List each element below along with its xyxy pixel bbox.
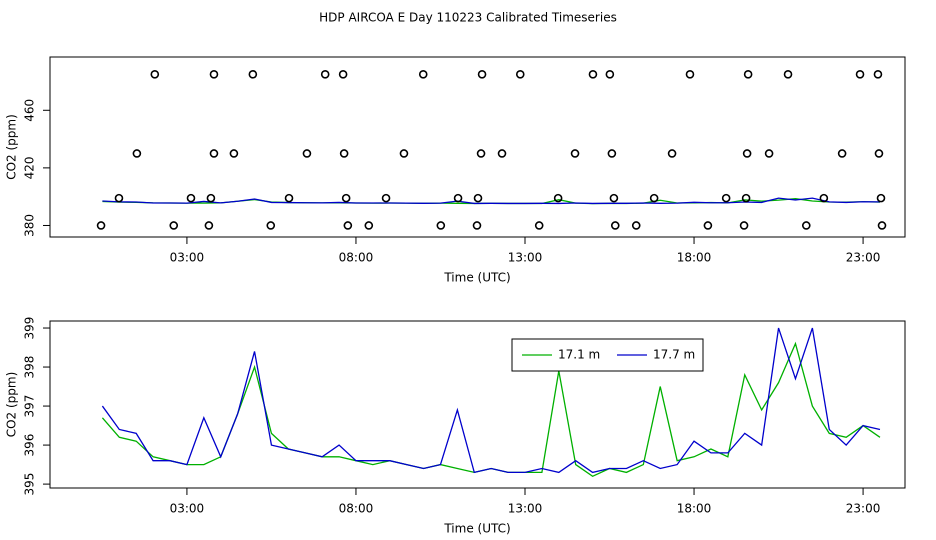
point (150, 69, 160, 79)
point (473, 193, 483, 203)
point (515, 69, 525, 79)
point (855, 69, 865, 79)
point (877, 221, 887, 230)
point (783, 69, 793, 79)
point (343, 221, 353, 230)
point (204, 221, 214, 230)
point (801, 221, 811, 230)
point (364, 221, 374, 230)
legend-label: 17.1 m (558, 348, 600, 362)
point (588, 69, 598, 79)
y-axis-label: CO2 (ppm) (5, 114, 19, 180)
y-tick-label: 399 (23, 317, 37, 340)
point (209, 149, 219, 158)
point (764, 149, 774, 158)
x-tick-label: 18:00 (677, 251, 712, 265)
point (114, 193, 124, 203)
point (453, 193, 463, 203)
point (553, 193, 563, 203)
x-tick-label: 08:00 (339, 502, 374, 516)
point (743, 69, 753, 79)
x-tick-label: 23:00 (846, 251, 881, 265)
point (534, 221, 544, 230)
point (132, 149, 142, 158)
point (605, 69, 615, 79)
point (186, 193, 196, 203)
point (876, 193, 886, 203)
point (497, 149, 507, 158)
point (229, 149, 239, 158)
point (610, 221, 620, 230)
point (341, 193, 351, 203)
point (739, 221, 749, 230)
point (703, 221, 713, 230)
point (649, 193, 659, 203)
point (320, 69, 330, 79)
point (837, 149, 847, 158)
x-axis-label: Time (UTC) (443, 522, 510, 536)
point (874, 149, 884, 158)
legend-label: 17.7 m (653, 348, 695, 362)
y-tick-label: 420 (23, 156, 37, 179)
x-axis-label: Time (UTC) (443, 271, 510, 285)
y-tick-label: 396 (23, 434, 37, 457)
point (570, 149, 580, 158)
x-tick-label: 03:00 (170, 502, 205, 516)
point (685, 69, 695, 79)
plot-frame (49, 320, 906, 489)
point (209, 69, 219, 79)
series-line (101, 327, 881, 474)
point (819, 193, 829, 203)
y-axis-label: CO2 (ppm) (5, 372, 19, 438)
point (206, 193, 216, 203)
point (472, 221, 482, 230)
point (631, 221, 641, 230)
x-tick-label: 13:00 (508, 251, 543, 265)
point (721, 193, 731, 203)
x-tick-label: 23:00 (846, 502, 881, 516)
point (302, 149, 312, 158)
point (476, 149, 486, 158)
point (284, 193, 294, 203)
point (169, 221, 179, 230)
x-tick-label: 13:00 (508, 502, 543, 516)
x-tick-label: 03:00 (170, 251, 205, 265)
x-tick-label: 18:00 (677, 502, 712, 516)
series-line (102, 197, 880, 205)
point (339, 149, 349, 158)
y-tick-label: 397 (23, 395, 37, 418)
point (609, 193, 619, 203)
y-tick-label: 395 (23, 473, 37, 496)
y-tick-label: 398 (23, 356, 37, 379)
y-tick-label: 460 (23, 99, 37, 122)
y-tick-label: 380 (23, 214, 37, 237)
point (266, 221, 276, 230)
point (381, 193, 391, 203)
point (96, 221, 106, 230)
point (418, 69, 428, 79)
point (607, 149, 617, 158)
plot-frame (49, 56, 906, 238)
point (742, 149, 752, 158)
point (436, 221, 446, 230)
x-tick-label: 08:00 (339, 251, 374, 265)
series-line (101, 341, 881, 478)
point (873, 69, 883, 79)
point (741, 193, 751, 203)
point (667, 149, 677, 158)
point (399, 149, 409, 158)
point (338, 69, 348, 79)
point (248, 69, 258, 79)
chart-title: HDP AIRCOA E Day 110223 Calibrated Times… (319, 11, 617, 25)
point (477, 69, 487, 79)
